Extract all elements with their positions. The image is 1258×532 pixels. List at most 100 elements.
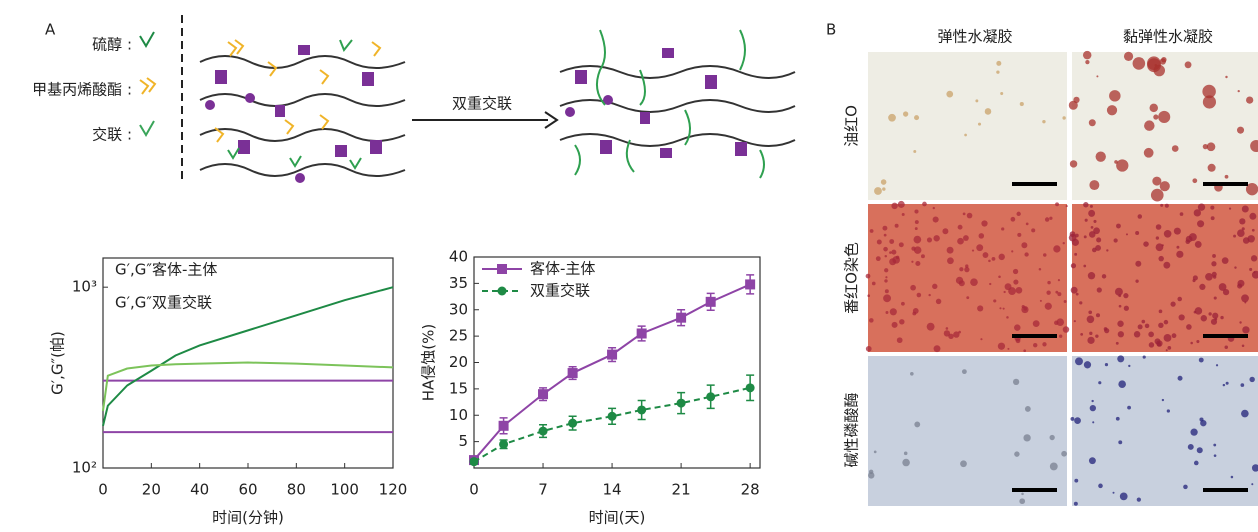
stain-dot xyxy=(869,229,874,233)
stain-dot xyxy=(884,289,889,294)
stain-dot xyxy=(1001,227,1005,231)
stain-dot xyxy=(1237,279,1245,287)
stain-dot xyxy=(1127,405,1131,410)
stain-dot xyxy=(1179,212,1184,216)
stain-dot xyxy=(1234,266,1237,269)
stain-dot xyxy=(914,115,920,121)
stain-dot xyxy=(1237,229,1245,237)
stain-dot xyxy=(1176,250,1184,258)
stain-dot xyxy=(1056,318,1065,326)
stain-dot xyxy=(1158,255,1164,262)
stain-dot xyxy=(961,369,967,375)
stain-dot xyxy=(875,256,881,262)
stain-dot xyxy=(1062,242,1065,245)
stain-dot xyxy=(1155,224,1162,230)
stain-dot xyxy=(1106,249,1109,252)
stain-dot xyxy=(1207,163,1216,172)
column-header: 弹性水凝胶 xyxy=(937,28,1012,46)
stain-dot xyxy=(989,282,992,286)
stain-dot xyxy=(928,293,931,297)
stain-dot xyxy=(980,338,983,341)
marker xyxy=(636,328,647,339)
stain-dot xyxy=(1194,240,1202,248)
stain-dot xyxy=(1200,419,1207,427)
stain-dot xyxy=(1164,203,1169,208)
stain-dot xyxy=(932,283,938,290)
legend-text: 硫醇 : xyxy=(92,36,132,54)
stain-dot xyxy=(1220,315,1224,320)
row-label: 油红O xyxy=(843,105,861,147)
stain-dot xyxy=(1188,233,1197,242)
stain-dot xyxy=(1091,399,1094,403)
stain-dot xyxy=(1123,305,1129,311)
stain-dot xyxy=(977,305,984,312)
stain-dot xyxy=(894,223,899,228)
stain-dot xyxy=(942,228,949,235)
stain-dot xyxy=(1178,314,1185,321)
marker xyxy=(676,312,687,323)
stain-dot xyxy=(902,111,909,117)
stain-dot xyxy=(1250,255,1258,262)
stain-dot xyxy=(1106,105,1118,116)
stain-dot xyxy=(1133,331,1141,338)
stain-dot xyxy=(1115,416,1120,421)
stain-dot xyxy=(1075,233,1079,238)
stain-dot xyxy=(891,321,898,328)
stain-dot xyxy=(1004,283,1012,291)
stain-dot xyxy=(1230,475,1234,479)
stain-dot xyxy=(966,212,973,219)
stain-dot xyxy=(1233,234,1236,238)
y-tick-label: 40 xyxy=(449,248,468,266)
stain-dot xyxy=(1225,75,1228,79)
stain-dot xyxy=(1047,280,1051,285)
y-axis-label: HA侵蚀(%) xyxy=(420,324,438,402)
stain-dot xyxy=(1176,245,1180,249)
stain-dot xyxy=(1017,232,1022,237)
stain-dot xyxy=(1073,501,1078,506)
marker xyxy=(499,439,509,449)
stain-dot xyxy=(1250,140,1258,152)
stain-dot xyxy=(1044,217,1050,222)
stain-dot xyxy=(988,259,991,263)
stain-dot xyxy=(1241,227,1245,231)
stain-dot xyxy=(1222,383,1226,387)
crosslink-icons xyxy=(227,29,765,179)
stain-dot xyxy=(1058,334,1063,338)
legend-text: 客体-主体 xyxy=(530,260,595,278)
stain-dot xyxy=(1012,378,1020,386)
x-tick-label: 14 xyxy=(603,481,622,499)
stain-dot xyxy=(882,187,886,191)
stain-dot xyxy=(1117,320,1124,327)
marker xyxy=(637,405,647,415)
micrograph xyxy=(1072,356,1258,506)
stain-dot xyxy=(889,239,895,244)
marker xyxy=(567,368,578,379)
stain-dot xyxy=(984,108,992,115)
stain-dot xyxy=(1170,301,1176,307)
stain-dot xyxy=(1095,151,1106,162)
stain-dot xyxy=(1021,242,1028,249)
stain-dot xyxy=(1199,283,1206,290)
marker xyxy=(705,296,716,307)
y-tick-label: 20 xyxy=(449,353,468,371)
stain-dot xyxy=(1074,252,1078,256)
stain-dot xyxy=(1055,202,1059,207)
stain-dot xyxy=(1148,342,1155,348)
marker xyxy=(745,383,755,393)
marker xyxy=(568,418,578,428)
stain-dot xyxy=(1147,56,1161,71)
stain-dot xyxy=(946,90,954,98)
stain-dot xyxy=(1196,447,1203,454)
stain-dot xyxy=(943,330,951,337)
stain-dot xyxy=(1088,209,1096,217)
stain-dot xyxy=(1161,398,1165,402)
marker xyxy=(498,420,509,431)
stain-dot xyxy=(1088,457,1096,465)
stain-dot xyxy=(1003,290,1006,294)
stain-dot xyxy=(1197,203,1206,211)
stain-dot xyxy=(1152,176,1162,186)
stain-dot xyxy=(1089,180,1100,191)
stain-dot xyxy=(1089,204,1093,208)
x-tick-label: 7 xyxy=(538,481,548,499)
